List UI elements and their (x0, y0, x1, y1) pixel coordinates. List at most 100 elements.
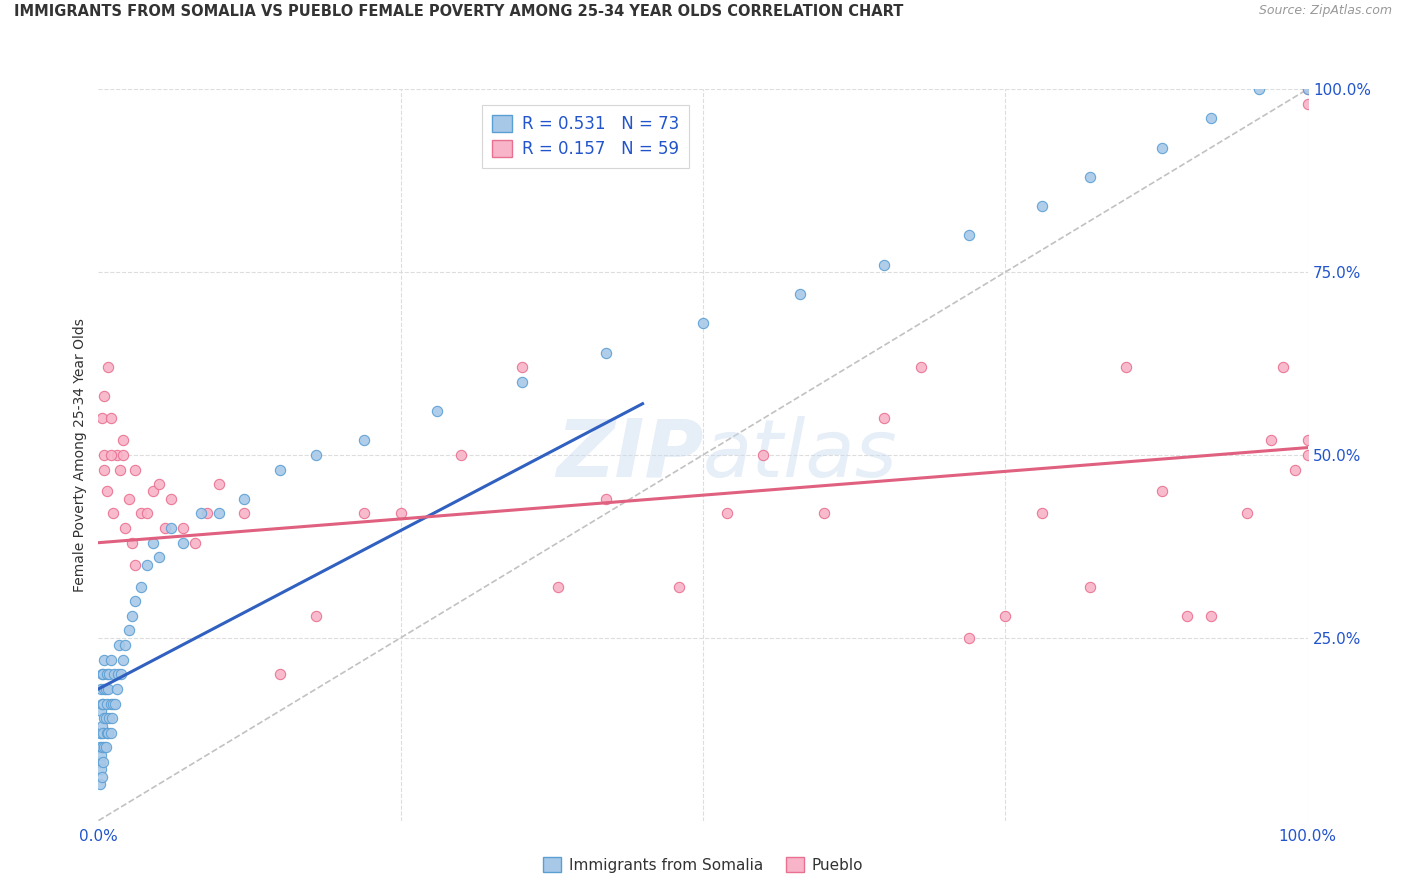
Point (96, 697, 118, 711)
Point (142, 535, 165, 549)
Point (1284, 462, 1306, 476)
Point (129, 580, 152, 594)
Point (100, 711, 122, 725)
Point (994, 608, 1017, 623)
Point (190, 507, 212, 521)
Point (91, 411, 114, 425)
Point (129, 507, 152, 521)
Point (121, 535, 143, 549)
Point (305, 448, 328, 462)
Point (1260, 434, 1282, 448)
Point (96, 667, 118, 681)
Point (111, 448, 134, 462)
Point (100, 448, 122, 462)
Point (1199, 608, 1222, 623)
Point (124, 462, 146, 476)
Point (426, 404, 449, 418)
Point (135, 558, 157, 572)
Point (1296, 448, 1319, 462)
Point (1272, 360, 1295, 375)
Point (108, 638, 131, 652)
Point (108, 462, 131, 476)
Point (305, 608, 328, 623)
Point (93, 681, 115, 696)
Point (121, 608, 143, 623)
Point (153, 521, 176, 535)
Point (1296, 96, 1319, 111)
Point (114, 521, 136, 535)
Point (389, 507, 412, 521)
Point (91, 740, 114, 755)
Point (1296, 434, 1319, 448)
Point (103, 667, 125, 681)
Point (510, 360, 533, 375)
Point (269, 667, 291, 681)
Point (1078, 169, 1101, 184)
Point (90, 747, 112, 762)
Point (93, 389, 115, 403)
Point (114, 638, 136, 652)
Point (910, 360, 932, 375)
Point (1078, 580, 1101, 594)
Point (101, 507, 124, 521)
Point (148, 550, 170, 565)
Point (93, 653, 115, 667)
Point (90, 726, 112, 740)
Point (1249, 82, 1271, 96)
Point (232, 507, 254, 521)
Point (1152, 484, 1174, 499)
Legend: Immigrants from Somalia, Pueblo: Immigrants from Somalia, Pueblo (537, 851, 869, 879)
Point (148, 477, 170, 491)
Point (1199, 112, 1222, 126)
Point (160, 491, 183, 506)
Y-axis label: Female Poverty Among 25-34 Year Olds: Female Poverty Among 25-34 Year Olds (73, 318, 87, 592)
Point (1031, 507, 1053, 521)
Point (90, 704, 112, 718)
Text: IMMIGRANTS FROM SOMALIA VS PUEBLO FEMALE POVERTY AMONG 25-34 YEAR OLDS CORRELATI: IMMIGRANTS FROM SOMALIA VS PUEBLO FEMALE… (14, 4, 904, 20)
Point (124, 594, 146, 608)
Point (89, 726, 111, 740)
Point (91, 755, 114, 769)
Point (160, 521, 183, 535)
Point (101, 697, 124, 711)
Point (98, 711, 121, 725)
Point (105, 681, 128, 696)
Text: Source: ZipAtlas.com: Source: ZipAtlas.com (1258, 4, 1392, 18)
Text: ZIP: ZIP (555, 416, 703, 494)
Point (100, 411, 122, 425)
Point (98, 667, 121, 681)
Point (91, 697, 114, 711)
Point (135, 507, 157, 521)
Point (595, 345, 617, 359)
Point (1296, 82, 1319, 96)
Point (93, 740, 115, 755)
Point (789, 287, 811, 301)
Point (716, 507, 738, 521)
Point (94, 711, 117, 725)
Point (1175, 608, 1198, 623)
Point (1236, 507, 1258, 521)
Point (595, 491, 617, 506)
Point (118, 624, 141, 638)
Point (89, 777, 111, 791)
Point (91, 667, 114, 681)
Point (873, 411, 896, 425)
Point (93, 462, 115, 476)
Point (172, 535, 194, 549)
Point (110, 667, 132, 681)
Point (91, 770, 114, 784)
Point (93, 711, 115, 725)
Point (91, 718, 114, 732)
Point (142, 484, 165, 499)
Point (90, 763, 112, 777)
Point (105, 448, 128, 462)
Point (195, 507, 218, 521)
Point (1115, 360, 1137, 375)
Point (96, 726, 118, 740)
Point (1152, 141, 1174, 155)
Point (94, 740, 117, 755)
Point (124, 558, 146, 572)
Point (353, 434, 375, 448)
Point (97, 726, 120, 740)
Point (510, 375, 533, 389)
